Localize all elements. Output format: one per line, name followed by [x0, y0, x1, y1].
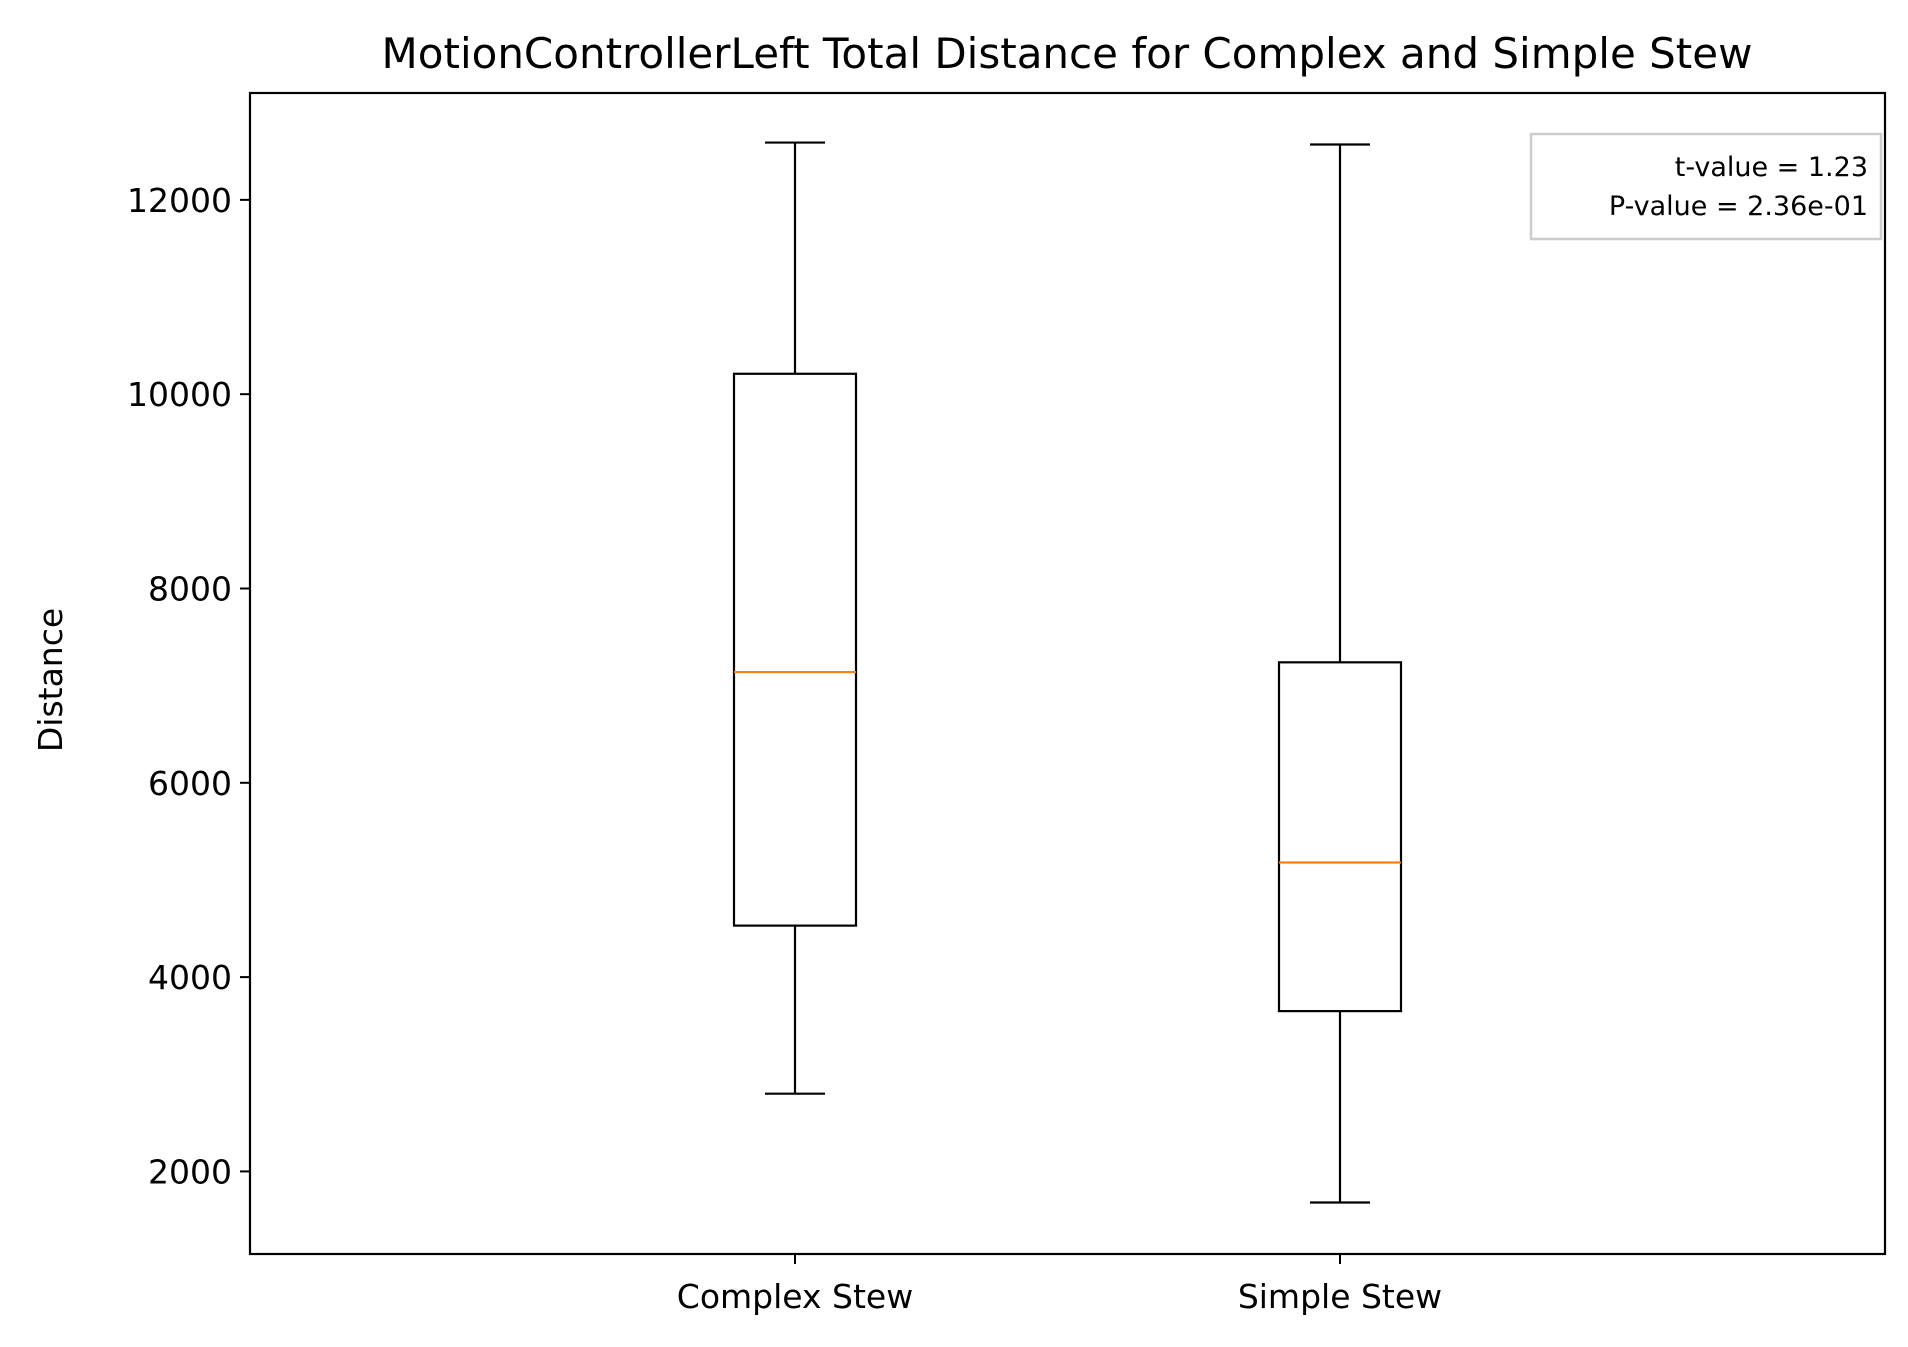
t-value-text: t-value = 1.23: [1675, 152, 1868, 183]
x-axis-ticks: Complex Stew Simple Stew: [677, 1254, 1442, 1316]
p-value-text: P-value = 2.36e-01: [1609, 191, 1868, 222]
x-tick-label: Simple Stew: [1238, 1277, 1442, 1316]
plot-frame: [248, 91, 1887, 1256]
y-tick-label: 2000: [148, 1152, 232, 1191]
stats-annotation: t-value = 1.23 P-value = 2.36e-01: [1529, 132, 1883, 241]
box-group: [732, 141, 858, 1095]
y-axis-ticks: 2000 4000 6000 8000 10000 12000: [127, 181, 250, 1191]
y-tick-label: 8000: [148, 569, 232, 608]
y-tick-label: 12000: [127, 181, 232, 220]
stats-annotation-frame: [1529, 132, 1883, 241]
y-tick-label: 10000: [127, 375, 232, 414]
x-tick-label: Complex Stew: [677, 1277, 913, 1316]
iqr-box: [1277, 661, 1403, 1013]
iqr-box: [732, 372, 858, 927]
y-tick-label: 4000: [148, 958, 232, 997]
box-plots: [732, 141, 1403, 1204]
y-tick-label: 6000: [148, 764, 232, 803]
chart-title: MotionControllerLeft Total Distance for …: [382, 29, 1753, 78]
y-axis-label: Distance: [31, 608, 70, 752]
box-group: [1277, 143, 1403, 1204]
